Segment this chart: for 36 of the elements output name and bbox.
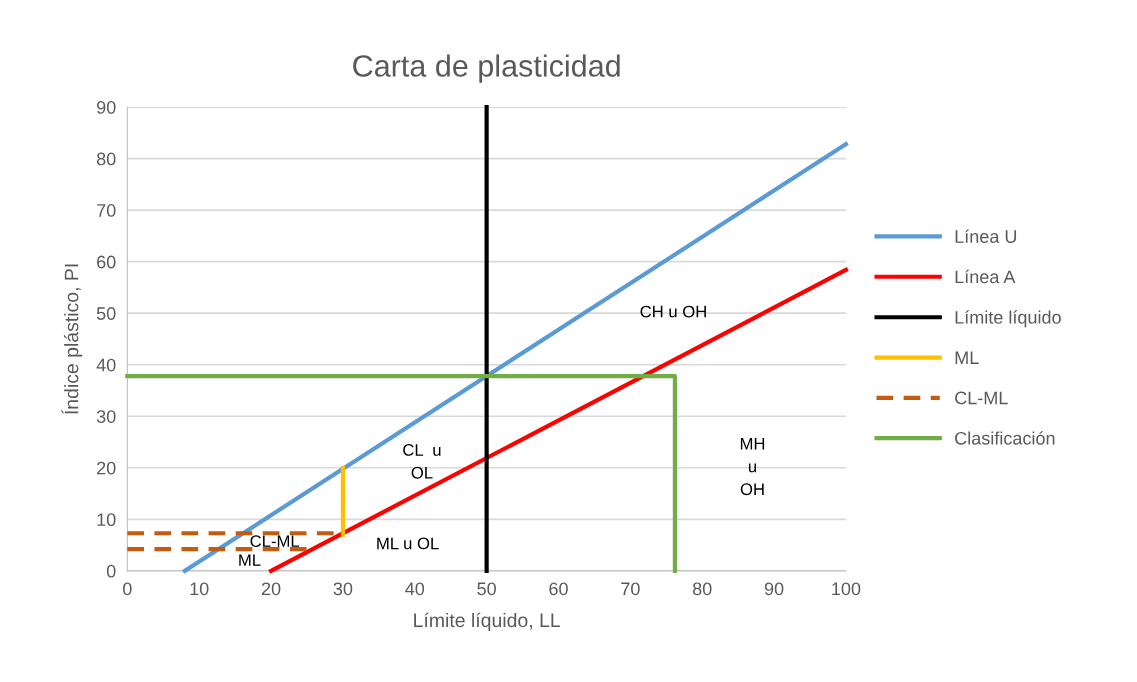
x-tick-label: 40 bbox=[405, 582, 425, 596]
y-tick-label: 40 bbox=[96, 358, 116, 372]
y-tick-label: 20 bbox=[97, 461, 116, 475]
annotation: CL u OL bbox=[403, 444, 441, 479]
x-tick-label: 70 bbox=[621, 582, 640, 596]
x-tick-label: 30 bbox=[333, 582, 353, 596]
annotation: CH u OH bbox=[640, 305, 706, 318]
x-tick-label: 50 bbox=[477, 582, 496, 596]
annotation: MH u OH bbox=[740, 437, 765, 496]
y-tick-label: 80 bbox=[96, 152, 116, 166]
x-tick-label: 10 bbox=[190, 582, 209, 596]
annotation: CL-ML bbox=[250, 535, 300, 548]
y-axis-title: Índice plástico, PI bbox=[61, 264, 83, 414]
x-tick-label: 60 bbox=[549, 582, 568, 596]
y-tick-label: 30 bbox=[96, 410, 116, 423]
legend-label: Línea A bbox=[955, 269, 1016, 284]
x-tick-label: 0 bbox=[123, 582, 132, 596]
x-axis-title: Límite líquido, LL bbox=[414, 612, 561, 632]
annotation: ML u OL bbox=[377, 537, 439, 550]
y-tick-label: 0 bbox=[106, 564, 116, 578]
legend-label: Línea U bbox=[955, 229, 1017, 243]
y-tick-label: 90 bbox=[97, 101, 116, 114]
legend-label: Clasificación bbox=[955, 431, 1055, 445]
y-tick-label: 10 bbox=[97, 513, 116, 527]
x-tick-label: 20 bbox=[261, 582, 281, 596]
legend-label: ML bbox=[955, 351, 979, 364]
legend-label: Límite líquido bbox=[955, 310, 1061, 328]
y-tick-label: 50 bbox=[96, 307, 116, 320]
y-tick-label: 70 bbox=[97, 204, 116, 217]
x-tick-label: 90 bbox=[764, 582, 784, 596]
annotation: ML bbox=[239, 554, 261, 566]
chart-title: Carta de plasticidad bbox=[353, 54, 620, 83]
x-tick-label: 100 bbox=[832, 582, 861, 596]
y-tick-label: 60 bbox=[97, 255, 116, 269]
x-tick-label: 80 bbox=[692, 582, 712, 596]
legend-label: CL-ML bbox=[955, 391, 1008, 405]
